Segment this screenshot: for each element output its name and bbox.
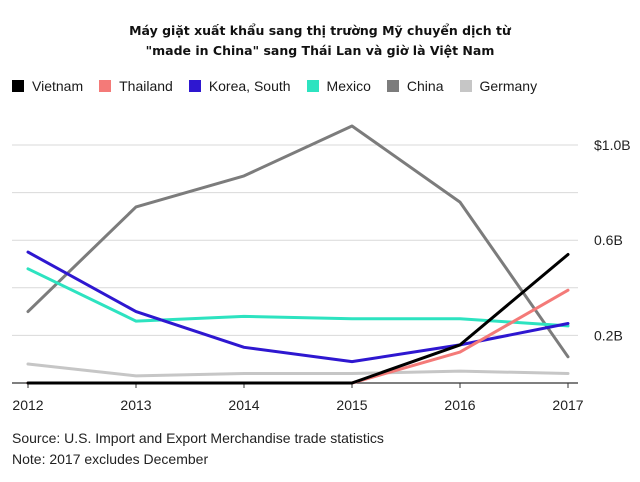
legend-swatch-china [386,80,399,92]
series-line-mexico [26,267,570,328]
x-tick-label: 2017 [552,397,583,413]
legend-label-thailand: Thailand [119,78,173,94]
legend-label-mexico: Mexico [326,78,371,94]
chart-title-line-2: "made in China" sang Thái Lan và giờ là … [145,43,495,58]
x-tick-label: 2014 [228,397,259,413]
legend-label-vietnam: Vietnam [32,78,84,94]
chart-title-line-1: Máy giặt xuất khẩu sang thị trường Mỹ ch… [129,23,511,38]
legend-item-mexico: Mexico [306,78,371,94]
legend-swatch-korea-south [188,80,201,92]
legend-label-korea-south: Korea, South [208,78,291,94]
footnote: Note: 2017 excludes December [12,451,209,467]
legend-label-china: China [406,78,444,94]
series-line-china [26,124,570,359]
series-line-germany [26,362,570,378]
legend-item-korea-south: Korea, South [188,78,291,94]
y-tick-label: 0.6B [594,232,623,248]
y-tick-label: 0.2B [594,327,623,343]
x-tick-label: 2016 [444,397,475,413]
legend-item-china: China [386,78,444,94]
x-tick-label: 2013 [120,397,151,413]
legend-item-thailand: Thailand [99,78,173,94]
legend: Vietnam Thailand Korea, South Mexico Chi… [12,78,553,94]
x-tick-label: 2015 [336,397,367,413]
legend-swatch-mexico [306,80,319,92]
series-line-thailand [26,288,570,385]
legend-label-germany: Germany [479,78,538,94]
legend-item-vietnam: Vietnam [12,78,83,94]
y-tick-label: $1.0B [594,137,631,153]
legend-swatch-thailand [99,80,112,92]
source-note: Source: U.S. Import and Export Merchandi… [12,430,384,446]
legend-swatch-germany [459,80,472,92]
legend-swatch-vietnam [12,80,24,92]
series-line-vietnam [26,253,570,385]
x-tick-label: 2012 [12,397,43,413]
legend-item-germany: Germany [459,78,538,94]
